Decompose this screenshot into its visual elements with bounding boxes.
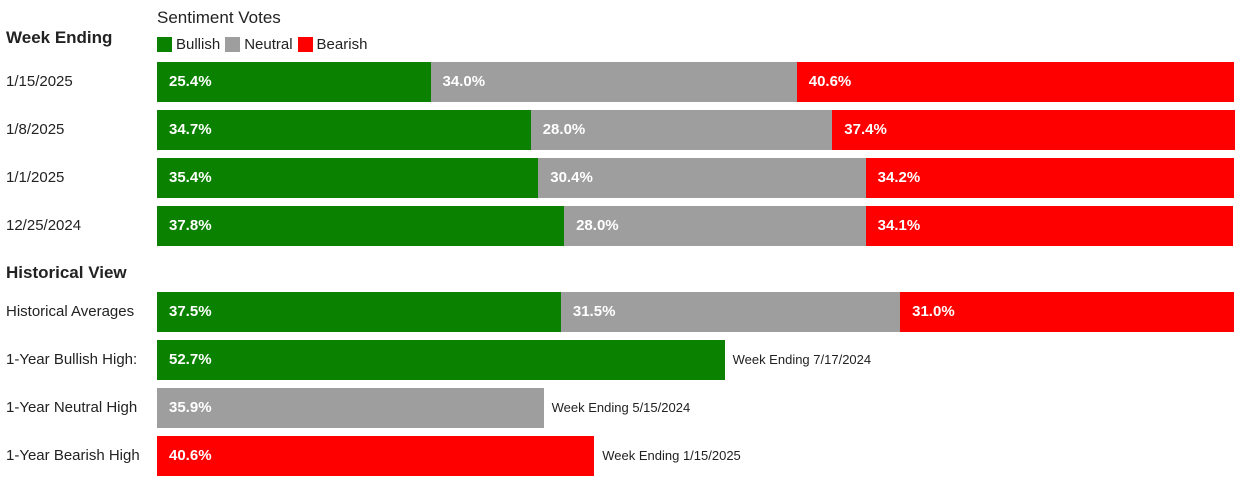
row-label-1-year-neutral-high: 1-Year Neutral High <box>6 399 138 416</box>
data-label-1-year-neutral-high-neutral: 35.9% <box>169 399 212 416</box>
row-label-1-15-2025: 1/15/2025 <box>6 73 73 90</box>
data-label-1-year-bearish-high-bearish: 40.6% <box>169 447 212 464</box>
data-label-12-25-2024-bearish: 34.1% <box>877 217 921 234</box>
annotation-1-year-neutral-high: Week Ending 5/15/2024 <box>551 400 691 415</box>
annotation-1-year-bullish-high: Week Ending 7/17/2024 <box>732 352 872 367</box>
data-label-historical-averages-bearish: 31.0% <box>912 303 955 320</box>
bar-1-1-2025-bullish <box>157 158 539 198</box>
legend-item-bullish: Bullish <box>157 36 220 53</box>
bar-1-year-neutral-high-neutral <box>157 388 544 428</box>
bar-1-15-2025-bearish <box>796 62 1234 102</box>
row-label-1-year-bullish-high: 1-Year Bullish High: <box>6 351 138 368</box>
legend-label-bearish: Bearish <box>316 36 368 53</box>
row-label-1-year-bearish-high: 1-Year Bearish High <box>6 447 140 464</box>
legend-item-neutral: Neutral <box>225 36 293 53</box>
annotation-1-year-bearish-high: Week Ending 1/15/2025 <box>602 448 741 463</box>
data-label-1-8-2025-neutral: 28.0% <box>542 121 586 138</box>
data-label-1-15-2025-bearish: 40.6% <box>808 73 852 90</box>
data-label-1-8-2025-bearish: 37.4% <box>844 121 887 138</box>
section-heading-historical-view: Historical View <box>6 263 127 282</box>
data-label-historical-averages-bullish: 37.5% <box>169 303 212 320</box>
data-label-1-1-2025-bearish: 34.2% <box>877 169 921 186</box>
data-label-1-1-2025-neutral: 30.4% <box>550 169 593 186</box>
legend-swatch-bullish <box>157 37 172 52</box>
section-heading-week-ending: Week Ending <box>6 28 113 47</box>
data-label-1-15-2025-bullish: 25.4% <box>169 73 212 90</box>
legend-swatch-neutral <box>225 37 241 52</box>
bar-1-15-2025-bullish <box>157 62 431 102</box>
chart-title: Sentiment Votes <box>157 8 281 27</box>
bar-12-25-2024-neutral <box>564 206 866 246</box>
bar-12-25-2024-bearish <box>865 206 1233 246</box>
bar-historical-averages-bullish <box>157 292 561 332</box>
bar-historical-averages-bearish <box>900 292 1234 332</box>
data-label-1-15-2025-neutral: 34.0% <box>442 73 486 90</box>
legend-label-neutral: Neutral <box>244 36 293 53</box>
bar-12-25-2024-bullish <box>157 206 565 246</box>
row-label-12-25-2024: 12/25/2024 <box>6 217 82 234</box>
bar-1-1-2025-neutral <box>538 158 866 198</box>
data-label-12-25-2024-neutral: 28.0% <box>576 217 619 234</box>
data-label-historical-averages-neutral: 31.5% <box>572 303 616 320</box>
legend-label-bullish: Bullish <box>176 36 221 53</box>
data-label-1-8-2025-bullish: 34.7% <box>169 121 212 138</box>
data-label-1-1-2025-bullish: 35.4% <box>169 169 212 186</box>
data-label-1-year-bullish-high-bullish: 52.7% <box>169 351 212 368</box>
bar-1-year-bullish-high-bullish <box>157 340 725 380</box>
bar-1-15-2025-neutral <box>430 62 797 102</box>
bar-1-8-2025-neutral <box>530 110 833 150</box>
legend-swatch-bearish <box>297 37 313 52</box>
legend: Bullish Neutral Bearish <box>157 36 372 53</box>
bar-1-8-2025-bullish <box>157 110 531 150</box>
legend-item-bearish: Bearish <box>297 36 368 53</box>
row-label-1-1-2025: 1/1/2025 <box>6 169 65 186</box>
bar-1-year-bearish-high-bearish <box>157 436 595 476</box>
bar-historical-averages-neutral <box>560 292 901 332</box>
bar-1-8-2025-bearish <box>832 110 1236 150</box>
row-label-historical-averages: Historical Averages <box>6 303 135 320</box>
bar-1-1-2025-bearish <box>865 158 1234 198</box>
row-label-1-8-2025: 1/8/2025 <box>6 121 65 138</box>
data-label-12-25-2024-bullish: 37.8% <box>169 217 212 234</box>
